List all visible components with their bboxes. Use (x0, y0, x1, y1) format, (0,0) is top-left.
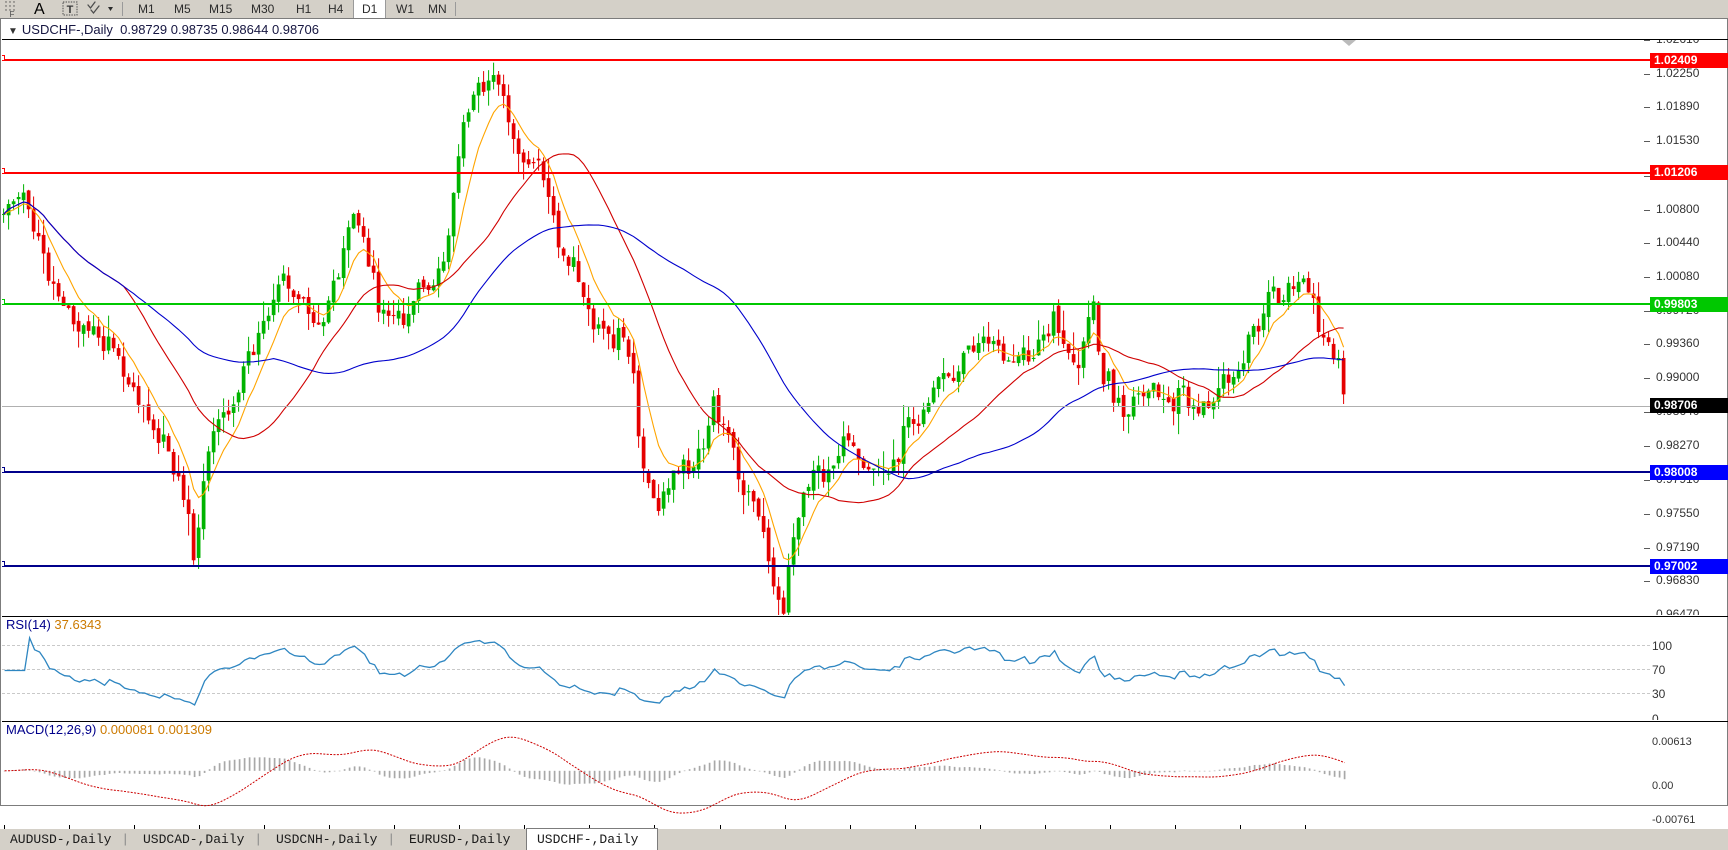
svg-text:T: T (67, 4, 74, 16)
svg-text:F: F (10, 10, 15, 17)
